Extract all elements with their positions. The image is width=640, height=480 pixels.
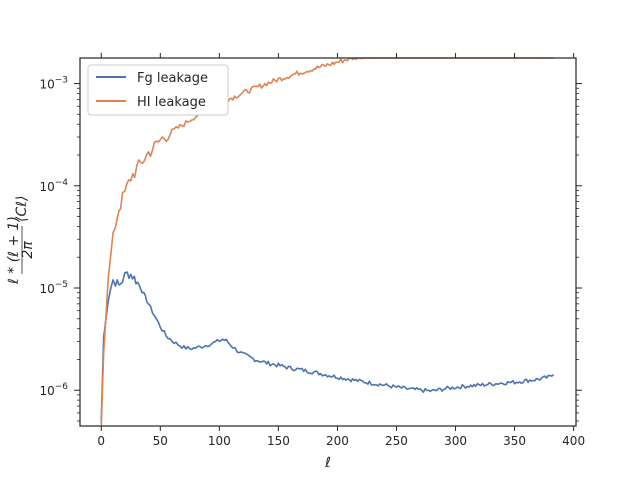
legend-label-fg: Fg leakage [137,71,208,86]
x-tick-label: 0 [97,434,105,448]
series-line-fg-leakage [100,271,555,422]
y-axis-label-cl: ⟨Cℓ⟩ [14,196,30,222]
y-tick-label: 10−3 [39,76,68,92]
y-tick-label: 10−6 [39,382,68,398]
ticks-layer: 0 50 100 150 200 250 300 350 400 10−6 10−5 10−4 10−3 [39,53,585,448]
x-tick-label: 100 [208,434,231,448]
y-axis-label: ℓ * (ℓ + 1) 2π ⟨Cℓ⟩ [6,196,36,285]
x-tick-label: 250 [385,434,408,448]
x-tick-label: 200 [326,434,349,448]
y-tick-label: 10−4 [39,178,68,194]
x-tick-label: 300 [444,434,467,448]
legend: Fg leakage HI leakage [87,64,229,116]
y-tick-label: 10−5 [39,280,68,296]
x-tick-label: 400 [562,434,585,448]
x-tick-label: 150 [267,434,290,448]
y-axis-label-numerator: ℓ * (ℓ + 1) [6,216,22,285]
legend-label-hi: HI leakage [137,95,206,110]
x-axis-label: ℓ [324,455,331,471]
axes-frame [79,57,577,427]
x-tick-label: 350 [503,434,526,448]
y-axis-label-denominator: 2π [20,241,36,259]
x-tick-label: 50 [153,434,168,448]
